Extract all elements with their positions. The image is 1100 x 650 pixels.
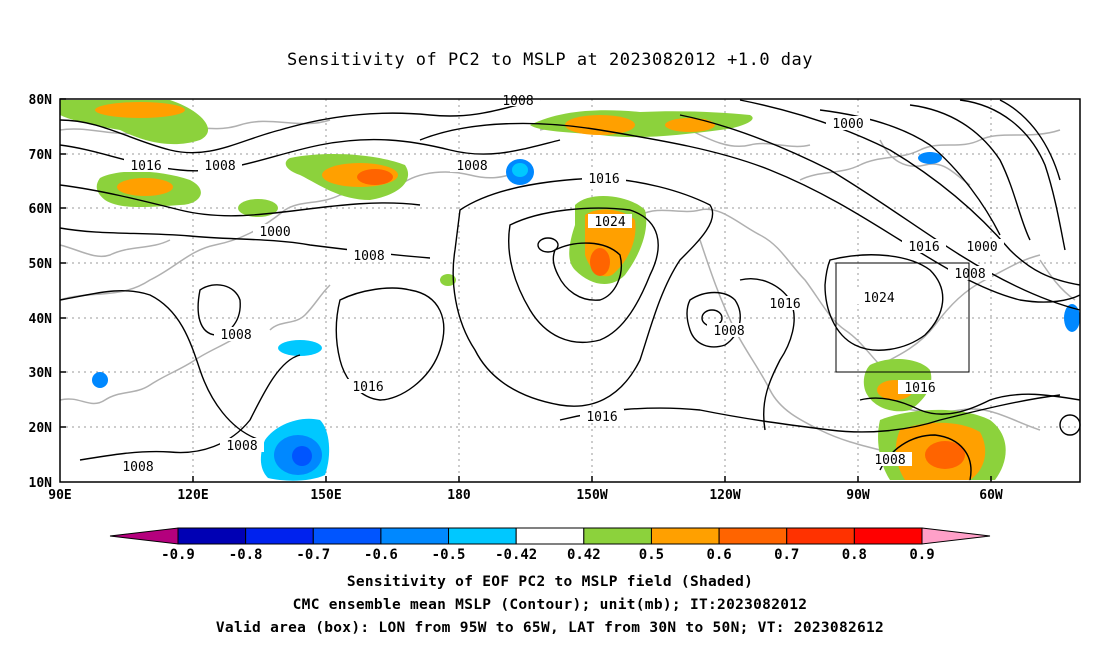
latitude-labels: 80N 70N 60N 50N 40N 30N 20N 10N <box>29 93 53 491</box>
lon-label-180: 180 <box>447 488 471 503</box>
lat-label-10n: 10N <box>29 476 53 491</box>
lat-label-30n: 30N <box>29 366 53 381</box>
lat-label-40n: 40N <box>29 312 53 327</box>
map-plot-area: 1008 1016 1008 1008 1000 1008 1016 1024 … <box>59 94 1081 483</box>
colorbar-label: -0.6 <box>364 547 398 563</box>
colorbar-label: -0.7 <box>296 547 330 563</box>
lon-label-120e: 120E <box>177 488 208 503</box>
mslp-contours <box>59 99 1081 481</box>
colorbar-label: -0.5 <box>432 547 466 563</box>
contour-label: 1000 <box>966 240 997 255</box>
colorbar-segment <box>718 527 788 545</box>
colorbar-label: -0.42 <box>495 547 537 563</box>
colorbar-label: 0.9 <box>909 547 934 563</box>
colorbar-label: -0.9 <box>161 547 195 563</box>
colorbar-segment <box>448 527 517 545</box>
colorbar-label: 0.6 <box>706 547 731 563</box>
contour-label: 1008 <box>226 439 257 454</box>
contour-label: 1008 <box>502 94 533 109</box>
lat-label-50n: 50N <box>29 257 53 272</box>
colorbar-segment <box>109 527 179 545</box>
caption-valid-area: Valid area (box): LON from 95W to 65W, L… <box>215 620 885 636</box>
lat-label-60n: 60N <box>29 202 53 217</box>
colorbar-segment <box>921 527 991 545</box>
contour-label: 1016 <box>588 172 619 187</box>
contour-label: 1024 <box>594 215 625 230</box>
contour-label: 1008 <box>353 249 384 264</box>
contour-label: 1024 <box>863 291 894 306</box>
colorbar-label: 0.5 <box>639 547 664 563</box>
contour-label: 1016 <box>904 381 935 396</box>
lat-label-70n: 70N <box>29 148 53 163</box>
colorbar-segment <box>380 527 450 545</box>
contour-label: 1016 <box>130 159 161 174</box>
colorbar-label: 0.7 <box>774 547 799 563</box>
map-title: Sensitivity of PC2 to MSLP at 2023082012… <box>286 50 813 70</box>
lon-label-90w: 90W <box>846 488 870 503</box>
colorbar-segment <box>245 527 314 545</box>
contour-labels: 1008 1016 1008 1008 1000 1008 1016 1024 … <box>116 94 1004 475</box>
contour-label: 1000 <box>259 225 290 240</box>
contour-label: 1008 <box>204 159 235 174</box>
colorbar: -0.9 -0.8 -0.7 -0.6 -0.5 -0.42 0.42 0.5 0.6 0.7 0.… <box>109 527 991 563</box>
colorbar-segment <box>312 527 382 545</box>
contour-label: 1008 <box>874 453 905 468</box>
colorbar-segment <box>650 527 720 545</box>
contour-label: 1008 <box>220 328 251 343</box>
map-frame <box>59 98 1081 483</box>
colorbar-label: -0.8 <box>229 547 263 563</box>
colorbar-segment <box>853 527 923 545</box>
colorbar-label: 0.42 <box>567 547 601 563</box>
lon-label-60w: 60W <box>979 488 1003 503</box>
contour-label: 1000 <box>832 117 863 132</box>
contour-label: 1008 <box>954 267 985 282</box>
lat-label-80n: 80N <box>29 93 53 108</box>
valid-area-box <box>835 262 970 373</box>
contour-label: 1016 <box>769 297 800 312</box>
lon-label-90e: 90E <box>48 488 71 503</box>
lon-label-120w: 120W <box>709 488 740 503</box>
lon-label-150w: 150W <box>576 488 607 503</box>
longitude-labels: 90E 120E 150E 180 150W 120W 90W 60W <box>48 488 1003 503</box>
contour-label: 1016 <box>352 380 383 395</box>
colorbar-label: 0.8 <box>842 547 867 563</box>
caption-contour: CMC ensemble mean MSLP (Contour); unit(m… <box>292 597 808 613</box>
lon-label-150e: 150E <box>310 488 341 503</box>
colorbar-segment <box>515 527 585 545</box>
colorbar-segment <box>583 527 652 545</box>
colorbar-segment <box>177 527 247 545</box>
colorbar-segment <box>786 527 855 545</box>
caption-shading: Sensitivity of EOF PC2 to MSLP field (Sh… <box>346 574 754 590</box>
contour-label: 1016 <box>586 410 617 425</box>
contour-label: 1008 <box>122 460 153 475</box>
contour-label: 1016 <box>908 240 939 255</box>
lat-label-20n: 20N <box>29 421 53 436</box>
contour-label: 1008 <box>456 159 487 174</box>
contour-label: 1008 <box>713 324 744 339</box>
axis-ticks <box>60 98 992 482</box>
